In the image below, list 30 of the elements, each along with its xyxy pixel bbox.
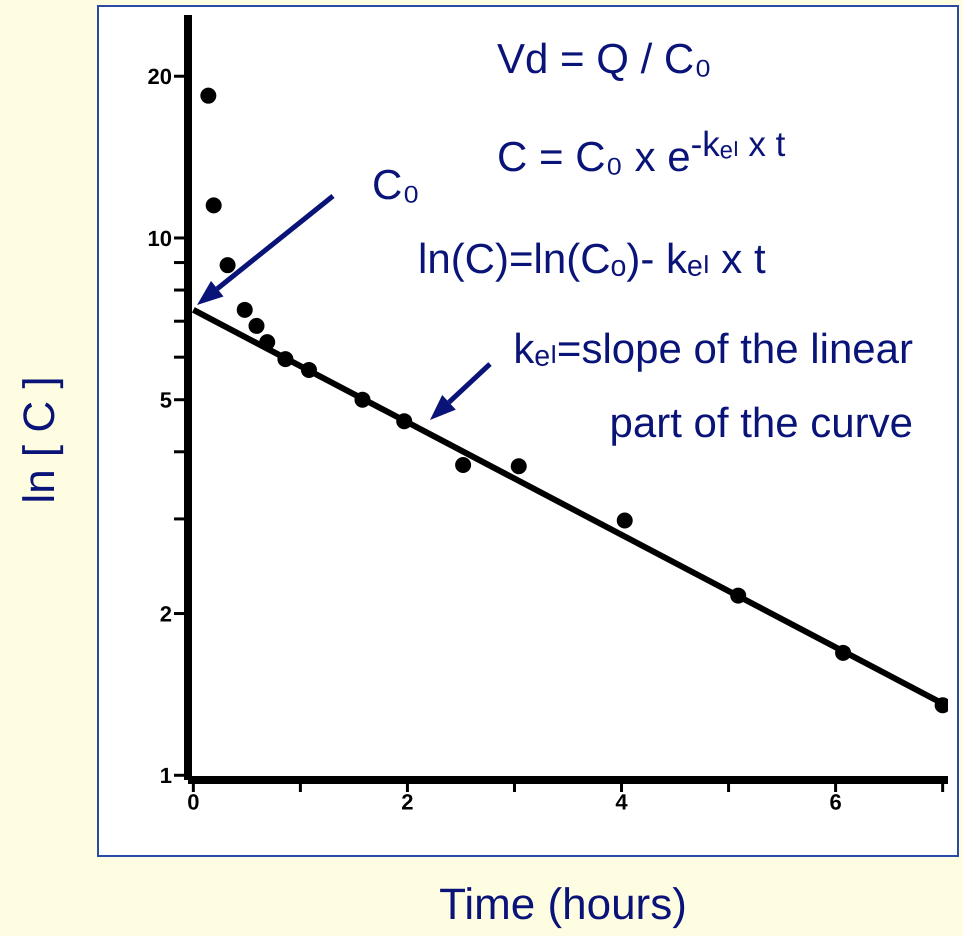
x-axis-title: Time (hours) bbox=[439, 880, 687, 930]
y-tick-label: 2 bbox=[160, 601, 172, 626]
point bbox=[835, 644, 852, 661]
annotation: Vd = Q / C₀ bbox=[497, 34, 712, 84]
x-tick-label: 0 bbox=[187, 790, 200, 815]
point bbox=[300, 362, 317, 378]
y-tick-label: 10 bbox=[148, 226, 172, 251]
annotation: C = C₀ x e$^{-kₑₗ x t}$ bbox=[497, 124, 786, 182]
point bbox=[455, 456, 472, 473]
x-tick-label: 6 bbox=[829, 790, 842, 815]
point bbox=[277, 351, 294, 368]
y-tick-label: 5 bbox=[160, 388, 172, 413]
point bbox=[248, 318, 265, 334]
point bbox=[236, 302, 253, 318]
x-tick-label: 2 bbox=[401, 790, 414, 815]
annotation: kₑₗ=slope of the linear part of the curve bbox=[512, 324, 913, 448]
point bbox=[354, 392, 370, 408]
annotation: ln(C)=ln(Cₒ)- kₑₗ x t bbox=[418, 234, 766, 284]
point bbox=[220, 257, 236, 274]
point bbox=[200, 88, 216, 104]
y-tick-label: 1 bbox=[160, 763, 172, 788]
y-axis-title: ln [ C ] bbox=[15, 376, 65, 504]
point bbox=[396, 413, 412, 430]
point bbox=[730, 588, 746, 604]
point bbox=[510, 458, 527, 474]
y-tick-label: 20 bbox=[148, 64, 172, 90]
x-tick-label: 4 bbox=[615, 790, 628, 815]
annotation: C₀ bbox=[372, 160, 420, 210]
point bbox=[616, 512, 633, 528]
point bbox=[206, 197, 222, 214]
